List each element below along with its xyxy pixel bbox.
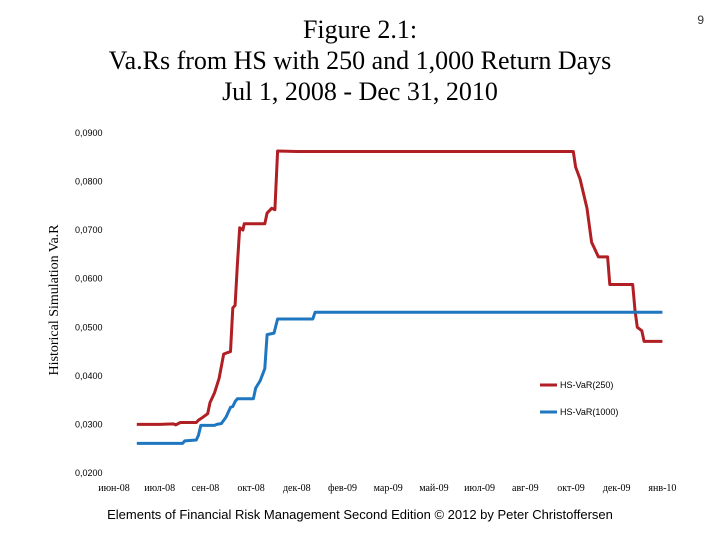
series-line-hs-var-1000 [136, 310, 663, 445]
x-tick-label: янв-10 [648, 483, 676, 494]
x-tick-label: фев-09 [328, 483, 357, 494]
series-line-hs-var-250 [136, 149, 663, 427]
y-axis-tick-labels: 0,0900 0,0800 0,0700 0,0600 0,0500 0,0400 0,03… [75, 128, 103, 478]
title-line-2: Va.Rs from HS with 250 and 1,000 Return … [108, 46, 612, 75]
x-tick-label: май-09 [419, 483, 448, 494]
footer-credit: Elements of Financial Risk Management Se… [107, 507, 613, 522]
series-lines [136, 149, 663, 445]
x-tick-label: июл-08 [144, 483, 175, 494]
x-tick-label: июл-09 [464, 483, 495, 494]
x-tick-label: авг-09 [512, 483, 539, 494]
y-tick-label: 0,0600 [75, 274, 103, 284]
x-tick-label: окт-09 [557, 483, 584, 494]
title-line-1: Figure 2.1: [302, 15, 418, 44]
y-tick-label: 0,0700 [75, 225, 103, 235]
x-tick-label: дек-08 [283, 483, 311, 494]
legend-label: HS-VaR(250) [560, 380, 613, 390]
legend-label: HS-VaR(1000) [560, 407, 618, 417]
slide-number: 9 [697, 13, 704, 27]
y-tick-label: 0,0500 [75, 322, 103, 332]
x-tick-label: окт-08 [237, 483, 264, 494]
x-axis-tick-labels: июн-08 июл-08 сен-08 окт-08 дек-08 фев-09 мар-… [98, 483, 676, 494]
title-line-3: Jul 1, 2008 - Dec 31, 2010 [222, 77, 498, 106]
x-tick-label: мар-09 [374, 483, 403, 494]
y-tick-label: 0,0400 [75, 371, 103, 381]
y-tick-label: 0,0800 [75, 177, 103, 187]
x-tick-label: сен-08 [192, 483, 220, 494]
x-tick-label: дек-09 [603, 483, 631, 494]
y-tick-label: 0,0900 [75, 128, 103, 138]
y-tick-label: 0,0300 [75, 419, 103, 429]
y-tick-label: 0,0200 [75, 468, 103, 478]
x-tick-label: июн-08 [98, 483, 130, 494]
y-axis-label: Historical Simulation Va.R [47, 224, 62, 376]
figure-title: Figure 2.1: Va.Rs from HS with 250 and 1… [0, 14, 720, 107]
legend: HS-VaR(250) HS-VaR(1000) [540, 380, 618, 417]
